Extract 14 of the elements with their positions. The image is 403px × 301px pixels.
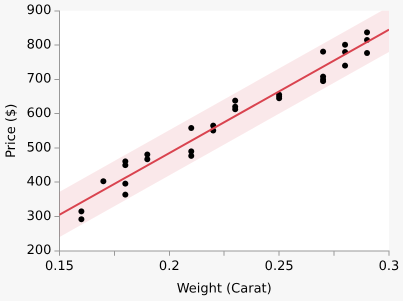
x-axis-title: Weight (Carat) <box>176 282 272 297</box>
y-axis-title: Price ($) <box>4 104 20 158</box>
x-tick-label: 0.3 <box>378 258 400 274</box>
y-tick-label: 400 <box>26 174 52 190</box>
y-tick-label: 300 <box>26 208 52 224</box>
y-tick-label: 900 <box>26 3 52 18</box>
x-tick-label: 0.25 <box>264 258 294 274</box>
y-tick-label: 600 <box>26 106 52 122</box>
y-tick-label: 500 <box>26 140 52 156</box>
x-tick-label: 0.15 <box>44 258 74 274</box>
x-tick-label: 0.2 <box>158 258 180 274</box>
y-tick-label: 700 <box>26 72 52 87</box>
y-tick-label: 200 <box>26 243 52 258</box>
y-tick-label: 800 <box>26 37 52 52</box>
